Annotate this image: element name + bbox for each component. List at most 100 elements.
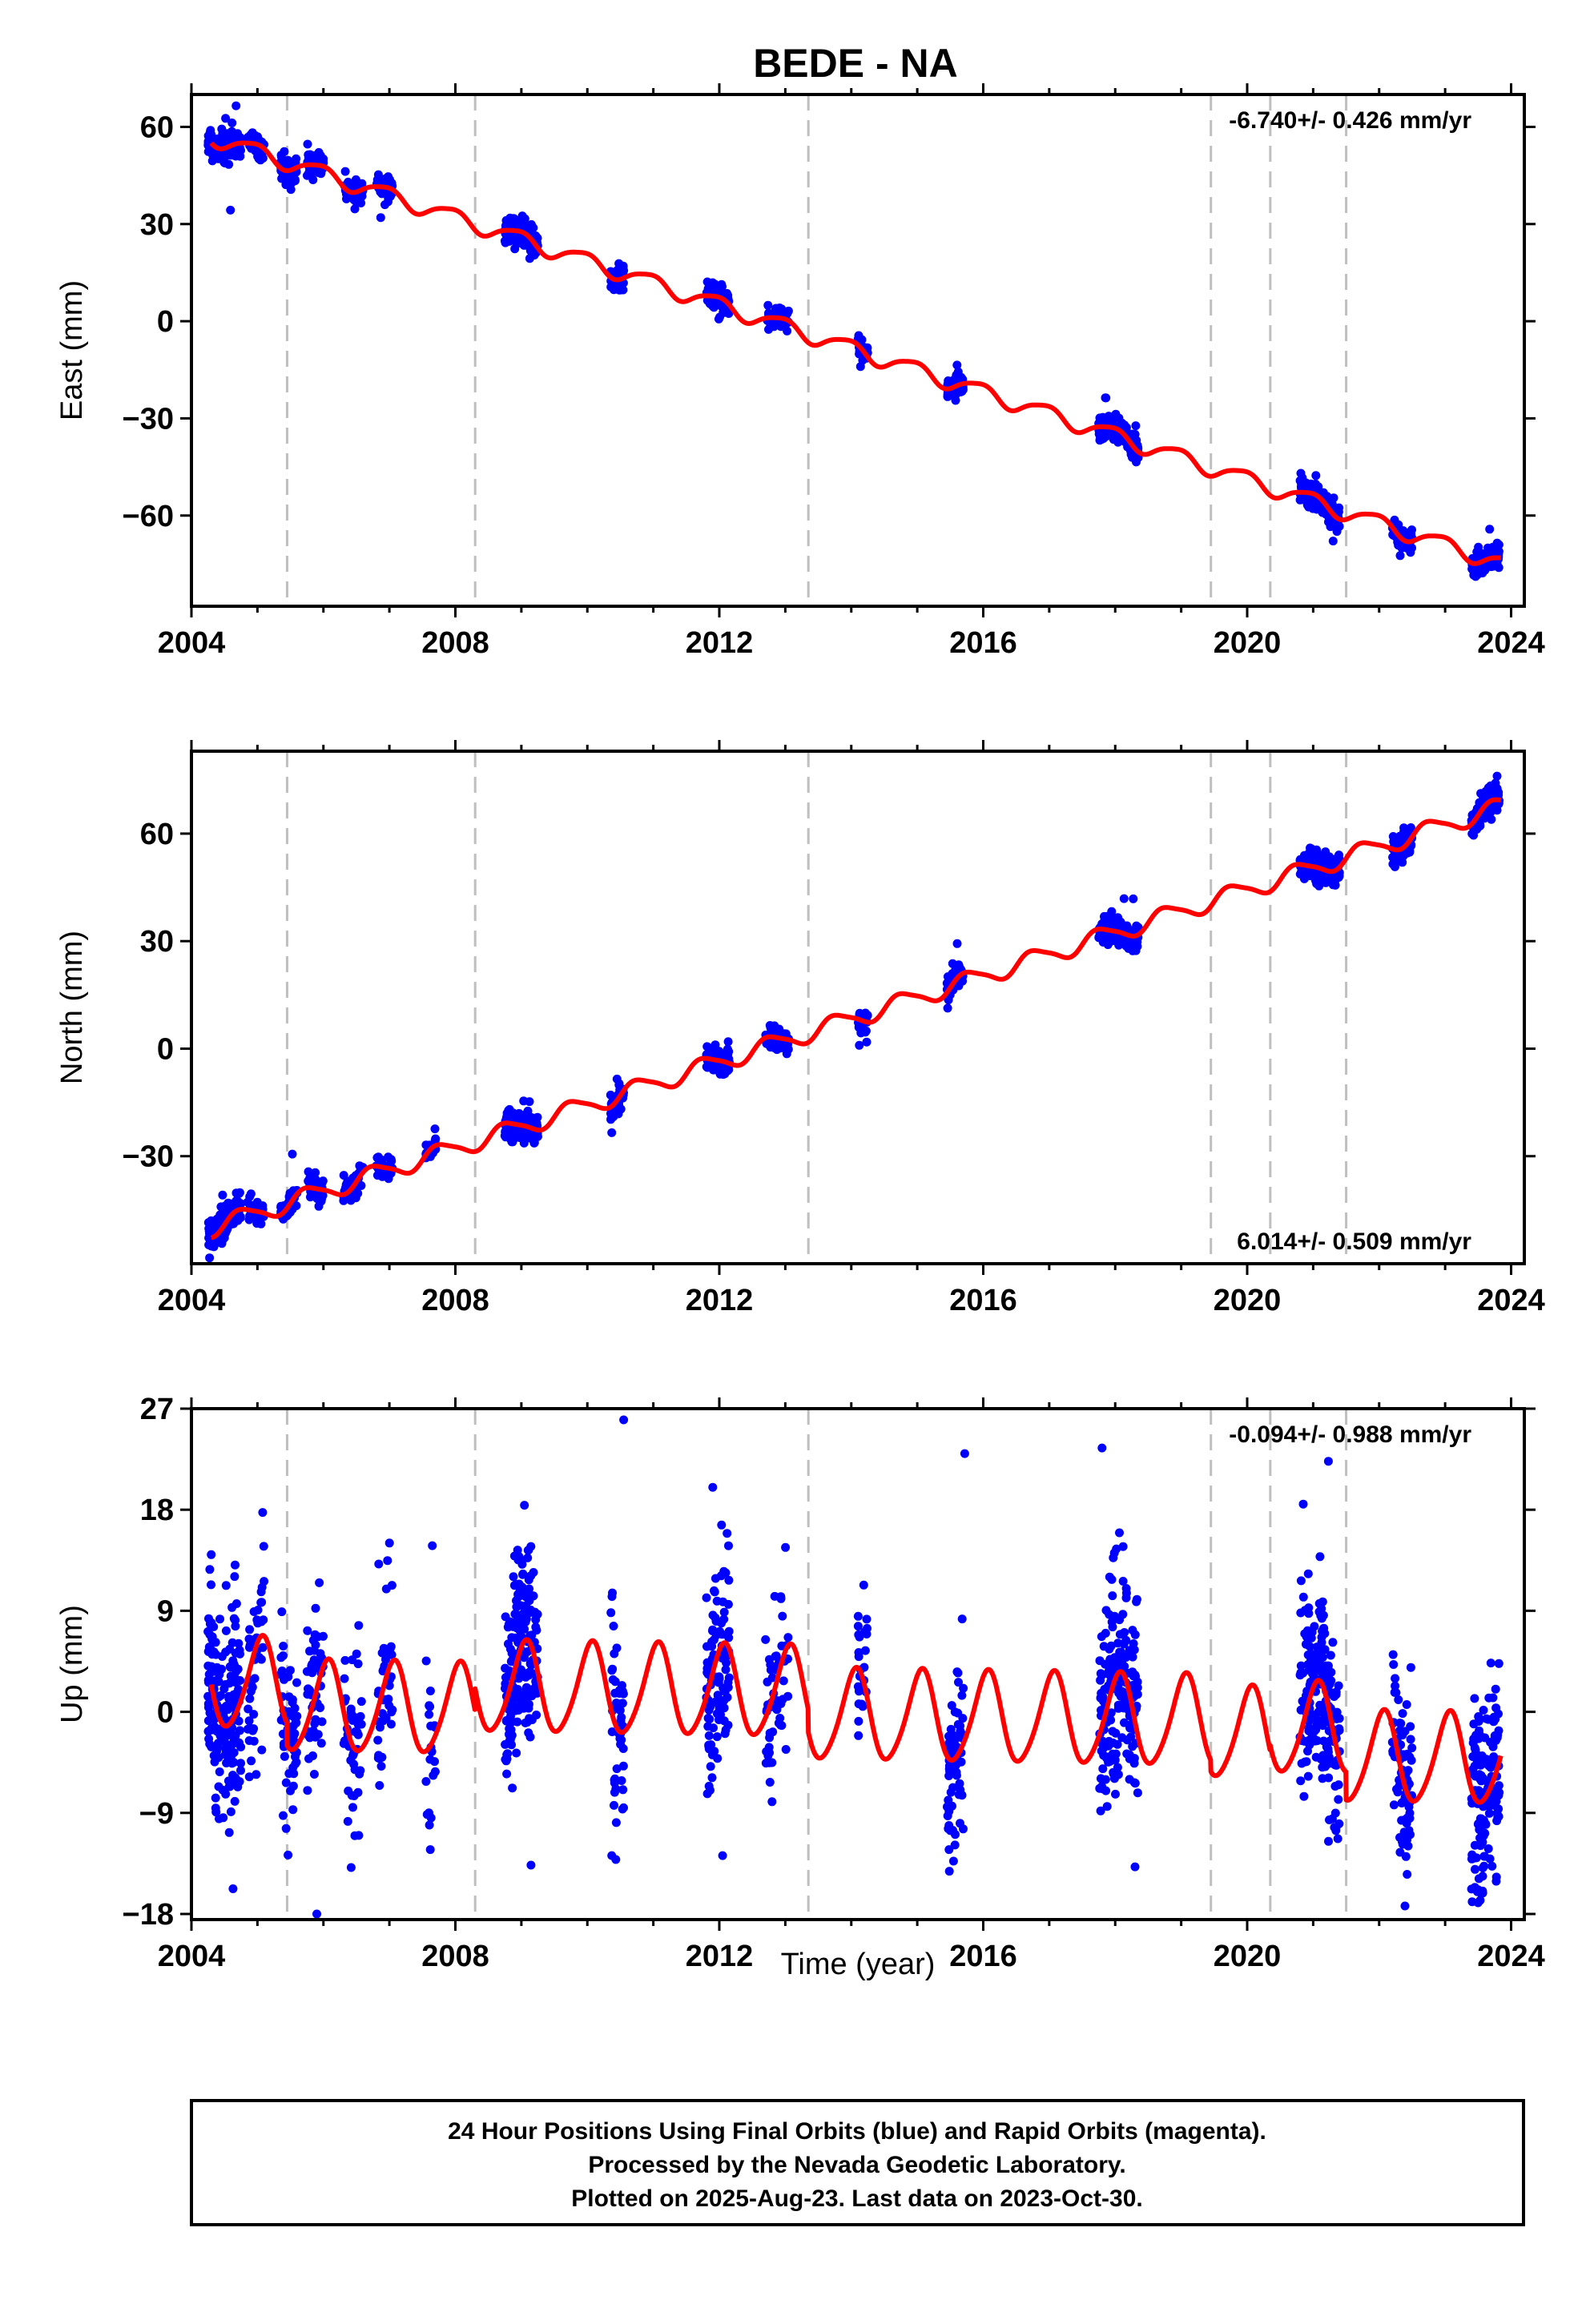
up-outlier-point <box>708 1482 718 1492</box>
east-point <box>258 154 268 163</box>
up-point <box>521 1684 531 1694</box>
up-point <box>618 1744 628 1753</box>
up-point <box>702 1642 711 1651</box>
up-point <box>1298 1592 1308 1602</box>
up-point <box>1304 1609 1314 1618</box>
up-point <box>204 1734 214 1743</box>
up-y-tick-label: 0 <box>157 1696 174 1730</box>
north-rate-label: 6.014+/- 0.509 mm/yr <box>1237 1228 1471 1255</box>
up-point <box>348 1655 357 1665</box>
up-point <box>1474 1874 1483 1884</box>
up-point <box>502 1769 512 1779</box>
east-point <box>510 244 520 254</box>
up-point <box>309 1770 319 1779</box>
east-point <box>1334 507 1343 517</box>
up-point <box>532 1711 541 1719</box>
north-point <box>205 1253 215 1263</box>
up-point <box>348 1803 357 1812</box>
up-point <box>1096 1675 1105 1685</box>
up-point <box>779 1676 788 1686</box>
up-point <box>1296 1576 1306 1586</box>
east-observations <box>203 101 1503 581</box>
up-point <box>1105 1610 1114 1619</box>
east-point <box>1295 495 1305 505</box>
up-point <box>1398 1709 1407 1719</box>
up-point <box>249 1710 259 1719</box>
up-point <box>853 1611 863 1621</box>
up-point <box>520 1501 529 1510</box>
up-point <box>611 1818 621 1827</box>
up-point <box>950 1840 960 1850</box>
east-point <box>308 175 318 184</box>
up-point <box>710 1586 719 1595</box>
up-point <box>1105 1644 1114 1654</box>
north-point <box>288 1149 297 1159</box>
up-point <box>952 1771 961 1780</box>
up-point <box>1108 1591 1117 1601</box>
up-point <box>1470 1840 1479 1850</box>
up-point <box>1493 1812 1503 1822</box>
up-point <box>508 1783 517 1793</box>
up-point <box>707 1750 717 1759</box>
up-point <box>1480 1733 1490 1743</box>
up-point <box>501 1663 510 1673</box>
north-y-axis-label: North (mm) <box>55 931 89 1084</box>
up-point <box>1494 1709 1503 1719</box>
up-point <box>723 1599 733 1609</box>
up-point <box>1482 1714 1491 1723</box>
east-point <box>1473 570 1482 580</box>
east-point <box>1131 421 1141 431</box>
up-point <box>221 1746 231 1755</box>
up-point <box>529 1591 538 1601</box>
up-point <box>1096 1806 1105 1815</box>
up-point <box>253 1618 263 1628</box>
up-point <box>356 1711 365 1721</box>
north-point <box>1324 855 1334 865</box>
up-y-tick-label: −9 <box>139 1797 174 1831</box>
up-point <box>224 1691 234 1701</box>
north-point <box>509 1132 518 1141</box>
up-point <box>610 1800 618 1810</box>
up-point <box>421 1777 431 1786</box>
east-point <box>231 149 240 159</box>
up-point <box>1296 1776 1306 1786</box>
east-point <box>310 166 320 175</box>
up-point <box>1320 1663 1329 1673</box>
up-point <box>1311 1650 1321 1659</box>
up-outlier-point <box>1130 1862 1140 1872</box>
east-y-tick-label: 60 <box>140 111 174 144</box>
up-point <box>1331 1826 1341 1835</box>
up-point <box>1403 1870 1412 1879</box>
up-point <box>1479 1861 1489 1871</box>
up-point <box>1299 1791 1309 1801</box>
north-x-tick-label: 2020 <box>1214 1284 1282 1317</box>
up-point <box>205 1630 215 1639</box>
north-point <box>501 1132 510 1142</box>
up-point <box>948 1856 958 1866</box>
up-point <box>723 1693 732 1702</box>
east-point <box>290 176 300 186</box>
north-point <box>723 1046 732 1055</box>
up-point <box>514 1693 523 1703</box>
east-point <box>252 146 262 155</box>
up-point <box>716 1571 726 1581</box>
up-point <box>712 1596 722 1606</box>
up-point <box>854 1652 863 1662</box>
east-point <box>384 191 393 200</box>
up-point <box>1121 1593 1131 1602</box>
up-point <box>422 1810 432 1819</box>
up-point <box>1097 1632 1106 1642</box>
up-point <box>315 1703 324 1712</box>
up-point <box>723 1529 732 1538</box>
up-point <box>607 1592 617 1602</box>
up-point <box>1491 1872 1501 1882</box>
up-point <box>526 1860 536 1870</box>
up-point <box>1302 1639 1310 1649</box>
up-point <box>1125 1723 1135 1733</box>
up-point <box>249 1724 259 1734</box>
up-point <box>514 1554 524 1564</box>
north-y-tick-label: −30 <box>123 1140 174 1174</box>
north-point <box>767 1037 776 1047</box>
up-point <box>1403 1835 1412 1844</box>
